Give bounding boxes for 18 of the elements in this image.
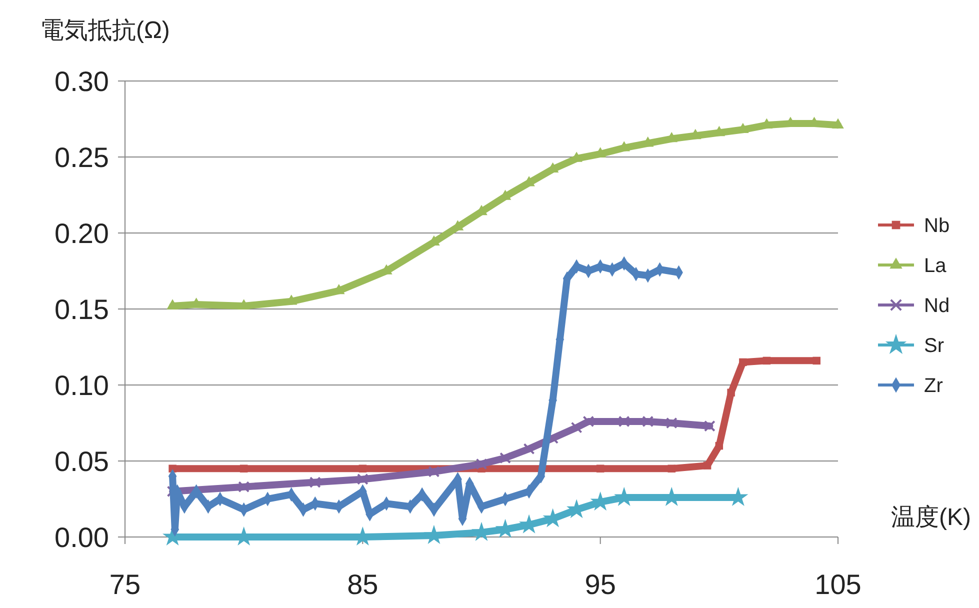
y-tick-label: 0.00 — [54, 522, 109, 553]
y-axis-title: 電気抵抗(Ω) — [40, 17, 170, 44]
legend-label: Nd — [924, 295, 950, 317]
y-tick-label: 0.25 — [54, 142, 109, 173]
x-tick-label: 105 — [814, 569, 862, 600]
y-tick-label: 0.05 — [54, 446, 109, 477]
x-tick-label: 85 — [347, 569, 378, 600]
y-tick-label: 0.30 — [54, 66, 109, 97]
y-tick-label: 0.15 — [54, 294, 109, 325]
y-tick-label: 0.10 — [54, 370, 109, 401]
x-axis-title: 温度(K) — [891, 504, 971, 531]
legend-label: Nb — [924, 215, 950, 237]
legend-label: Sr — [924, 335, 944, 357]
y-tick-label: 0.20 — [54, 218, 109, 249]
x-tick-label: 75 — [109, 569, 141, 600]
legend-label: Zr — [924, 375, 944, 397]
legend-label: La — [924, 255, 948, 277]
x-tick-label: 95 — [584, 569, 616, 600]
